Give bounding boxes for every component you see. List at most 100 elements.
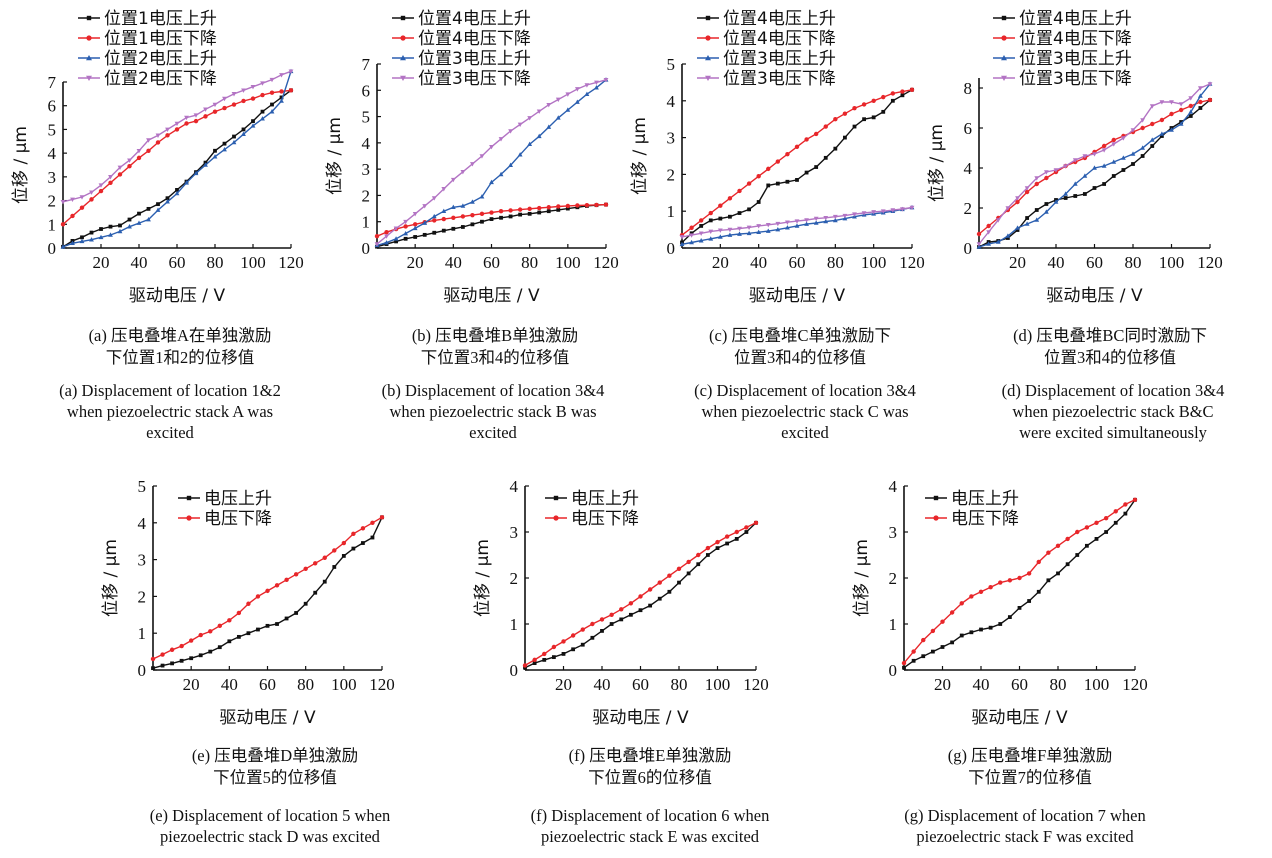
data-point bbox=[1072, 158, 1078, 163]
data-point bbox=[1111, 174, 1116, 178]
data-point bbox=[833, 117, 838, 122]
x-tick-label: 100 bbox=[555, 253, 581, 272]
data-point bbox=[1178, 102, 1184, 107]
y-axis-label: 位移 / μm bbox=[325, 117, 345, 195]
data-point bbox=[208, 629, 213, 634]
data-point bbox=[556, 207, 561, 212]
chart-g: 0 1 2 3 4 20 40 60 80 100 120 驱动电压 / V 位移 / μm 电压上升电压… bbox=[852, 477, 1148, 728]
data-point bbox=[881, 109, 886, 114]
data-point bbox=[422, 232, 427, 237]
data-point bbox=[900, 93, 905, 98]
data-point bbox=[1207, 97, 1213, 103]
series-2 bbox=[60, 68, 294, 249]
legend-label: 位置4电压下降 bbox=[418, 29, 531, 49]
legend-label: 位置3电压上升 bbox=[1019, 49, 1132, 69]
data-point bbox=[599, 617, 605, 622]
data-point bbox=[460, 225, 465, 229]
data-point bbox=[1024, 189, 1030, 195]
data-point bbox=[619, 607, 624, 612]
data-point bbox=[1043, 209, 1049, 214]
data-point bbox=[294, 611, 299, 615]
data-point bbox=[628, 601, 634, 606]
data-point bbox=[288, 69, 294, 74]
data-point bbox=[580, 642, 585, 647]
data-point bbox=[127, 158, 132, 163]
data-point bbox=[1044, 202, 1049, 206]
caption-en-c: (c) Displacement of location 3&4 when pi… bbox=[694, 381, 916, 442]
x-tick-label: 60 bbox=[169, 253, 186, 272]
series-line bbox=[903, 499, 1136, 669]
data-point bbox=[556, 204, 561, 209]
data-point bbox=[842, 213, 848, 219]
data-point bbox=[775, 159, 781, 164]
legend-marker bbox=[400, 15, 406, 21]
legend-marker bbox=[186, 495, 192, 501]
data-point bbox=[303, 566, 308, 571]
legend-marker bbox=[400, 75, 406, 81]
data-point bbox=[1198, 106, 1203, 110]
data-point bbox=[155, 133, 161, 138]
data-point bbox=[574, 99, 580, 104]
data-point bbox=[1169, 111, 1174, 117]
data-point bbox=[175, 188, 179, 192]
data-point bbox=[255, 594, 261, 599]
data-point bbox=[746, 181, 752, 186]
series-1 bbox=[150, 515, 385, 662]
data-point bbox=[165, 196, 170, 201]
data-point bbox=[384, 230, 389, 235]
y-tick-label: 4 bbox=[667, 92, 676, 111]
x-axis-label: 驱动电压 / V bbox=[443, 286, 540, 306]
y-axis-label: 位移 / μm bbox=[927, 124, 947, 202]
data-point bbox=[231, 139, 237, 145]
data-point bbox=[1036, 589, 1041, 594]
data-point bbox=[284, 577, 289, 583]
data-point bbox=[403, 219, 409, 225]
data-point bbox=[1188, 109, 1194, 114]
x-tick-label: 80 bbox=[1050, 675, 1067, 694]
data-point bbox=[127, 224, 132, 229]
legend-marker bbox=[86, 75, 92, 81]
data-point bbox=[1188, 103, 1193, 109]
data-point bbox=[959, 633, 964, 638]
data-point bbox=[852, 124, 857, 129]
data-point bbox=[370, 535, 375, 540]
x-tick-label: 100 bbox=[1084, 675, 1110, 694]
data-point bbox=[679, 235, 685, 240]
x-tick-label: 100 bbox=[331, 675, 357, 694]
data-point bbox=[909, 205, 915, 211]
data-point bbox=[657, 596, 662, 601]
data-point bbox=[795, 178, 799, 182]
y-tick-label: 7 bbox=[48, 73, 57, 92]
data-point bbox=[940, 619, 945, 624]
data-point bbox=[689, 225, 694, 230]
data-point bbox=[1131, 162, 1135, 166]
data-point bbox=[117, 228, 123, 234]
data-point bbox=[976, 242, 982, 247]
x-tick-label: 120 bbox=[369, 675, 395, 694]
data-point bbox=[250, 84, 256, 90]
data-point bbox=[911, 658, 916, 663]
data-point bbox=[203, 107, 208, 112]
series-3 bbox=[679, 205, 915, 240]
data-point bbox=[60, 244, 66, 249]
data-point bbox=[1082, 173, 1088, 178]
data-point bbox=[79, 195, 85, 200]
data-point bbox=[508, 208, 513, 213]
y-tick-label: 3 bbox=[48, 168, 57, 187]
caption-cn-e: (e) 压电叠堆D单独激励 下位置5的位移值 bbox=[191, 746, 359, 787]
data-point bbox=[441, 208, 447, 213]
data-point bbox=[603, 202, 609, 207]
data-point bbox=[1130, 128, 1136, 133]
data-point bbox=[679, 241, 685, 247]
data-point bbox=[785, 179, 790, 184]
data-point bbox=[451, 215, 456, 220]
data-point bbox=[193, 113, 199, 118]
data-point bbox=[1104, 530, 1109, 534]
data-point bbox=[246, 631, 251, 636]
data-point bbox=[737, 188, 742, 194]
legend-label: 电压下降 bbox=[204, 509, 272, 529]
data-point bbox=[986, 223, 991, 229]
data-point bbox=[708, 210, 713, 216]
data-point bbox=[1094, 520, 1099, 525]
